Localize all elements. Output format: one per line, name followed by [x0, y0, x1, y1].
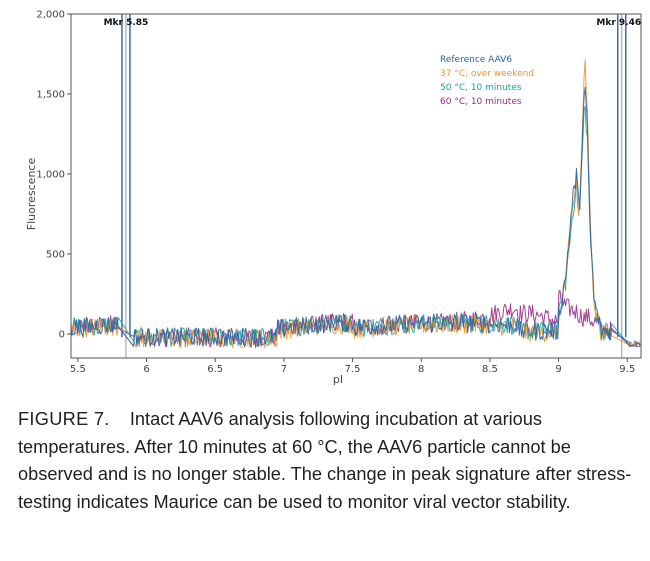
series-line-1: [70, 86, 641, 348]
x-tick-label: 9: [555, 364, 561, 375]
x-tick-label: 7: [281, 364, 287, 375]
y-tick-label: 0: [59, 330, 65, 341]
y-axis-label: Fluorescence: [25, 158, 38, 231]
x-tick-label: 7.5: [345, 364, 361, 375]
legend-entry: 60 °C, 10 minutes: [440, 97, 522, 107]
series-line-2: [70, 59, 641, 349]
legend-entry: Reference AAV6: [440, 55, 512, 65]
y-tick-label: 2,000: [36, 10, 65, 21]
legend-entry: 37 °C, over weekend: [440, 69, 534, 79]
figure-caption: FIGURE 7. Intact AAV6 analysis following…: [18, 406, 638, 516]
legend-entry: 50 °C, 10 minutes: [440, 83, 522, 93]
x-tick-label: 8.5: [482, 364, 498, 375]
marker-label: Mkr 9.46: [596, 18, 641, 28]
marker-label: Mkr 5.85: [104, 18, 149, 28]
series-line-3: [70, 105, 641, 348]
electropherogram-chart: Mkr 5.85 Mkr 9.46 0 500 1,000 1,500 2,000 5.5 6…: [25, 10, 642, 386]
plot-frame: [70, 13, 642, 359]
y-tick-label: 1,000: [36, 170, 65, 181]
x-tick-label: 8: [418, 364, 424, 375]
x-tick-label: 6: [143, 364, 149, 375]
caption-text: Intact AAV6 analysis following incubatio…: [18, 409, 632, 512]
figure-label: FIGURE 7.: [18, 409, 110, 429]
x-axis-label: pI: [333, 373, 343, 386]
x-tick-label: 9.5: [619, 364, 635, 375]
x-tick-label: 6.5: [207, 364, 223, 375]
y-tick-label: 1,500: [36, 90, 65, 101]
x-tick-label: 5.5: [70, 364, 86, 375]
y-tick-label: 500: [46, 250, 65, 261]
